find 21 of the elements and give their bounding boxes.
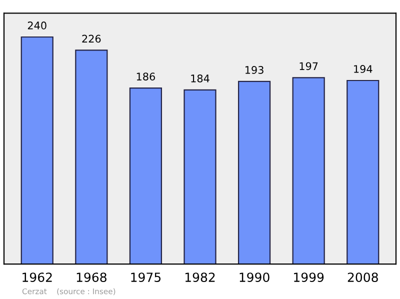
- data-label: 193: [245, 66, 264, 74]
- bar: [20, 36, 54, 264]
- data-label: 226: [82, 34, 101, 43]
- x-tick-label: 1990: [240, 272, 270, 282]
- data-label: 240: [28, 22, 46, 30]
- bar: [75, 50, 108, 264]
- bar: [238, 80, 271, 264]
- x-tick-label: 2008: [348, 272, 378, 282]
- x-tick-label: 1962: [22, 272, 52, 282]
- data-label: 197: [300, 62, 318, 70]
- x-tick-label: 1968: [76, 272, 106, 282]
- bar: [184, 89, 216, 264]
- data-label: 184: [191, 74, 210, 82]
- x-tick-label: 1982: [185, 272, 215, 282]
- x-tick-label: 1975: [131, 272, 161, 282]
- bar: [346, 80, 380, 264]
- data-label: 194: [354, 65, 372, 73]
- bar: [129, 88, 162, 264]
- bar: [292, 77, 325, 264]
- x-tick-label: 1999: [294, 272, 324, 282]
- data-label: 186: [136, 72, 155, 80]
